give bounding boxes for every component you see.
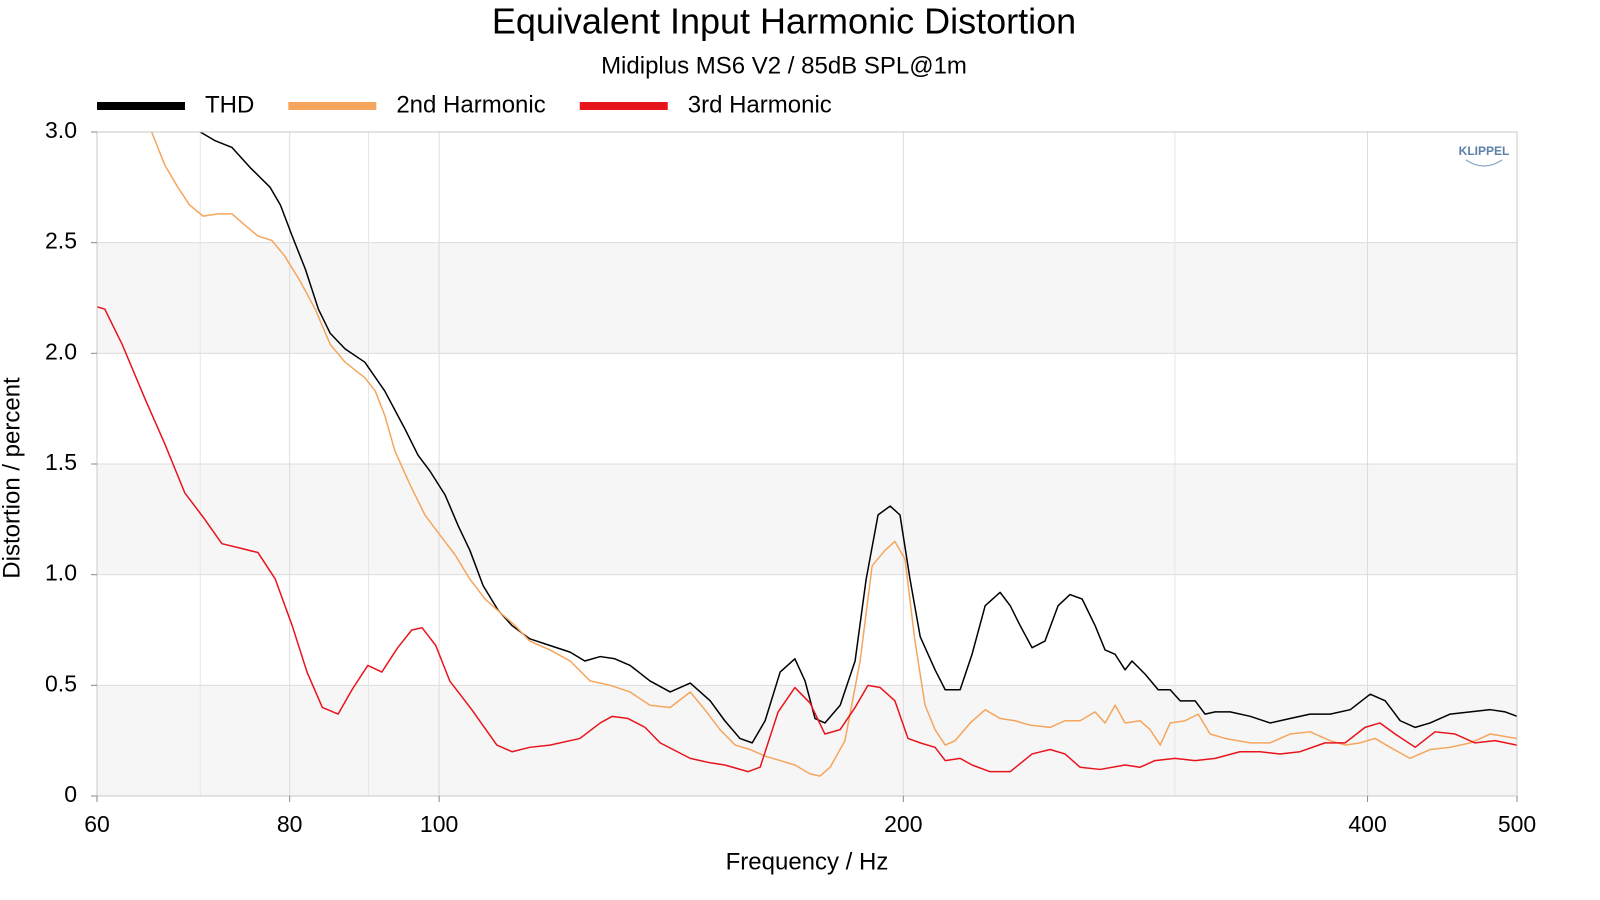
x-axis-label: Frequency / Hz [726,848,889,875]
chart-title: Equivalent Input Harmonic Distortion [492,1,1076,42]
x-tick-label: 200 [884,811,922,837]
y-tick-label: 1.5 [45,449,77,475]
x-tick-label: 400 [1348,811,1386,837]
legend: THD 2nd Harmonic 3rd Harmonic [97,91,832,118]
y-tick-label: 0 [64,781,77,807]
x-tick-label: 80 [277,811,303,837]
x-tick-label: 500 [1498,811,1536,837]
y-tick-label: 2.5 [45,228,77,254]
ticks: 0 0.5 1.0 1.5 2.0 2.5 3.0 60 80 100 200 400 500 [45,117,1536,837]
series-line [150,132,1517,777]
legend-label: 2nd Harmonic [396,91,545,118]
y-tick-label: 1.0 [45,560,77,586]
x-tick-label: 60 [84,811,110,837]
plot-band [97,242,1517,354]
legend-label: THD [205,91,254,118]
y-tick-label: 0.5 [45,670,77,696]
plot-band [97,685,1517,796]
y-tick-label: 2.0 [45,338,77,364]
logo-arc [1465,159,1503,167]
y-tick-label: 3.0 [45,117,77,143]
y-axis-label: Distortion / percent [0,377,25,579]
series-line [97,306,1517,773]
plot-bands [97,242,1517,796]
logo: KLIPPEL [1459,144,1510,158]
x-tick-label: 100 [420,811,458,837]
plot-band [97,464,1517,575]
chart-subtitle: Midiplus MS6 V2 / 85dB SPL@1m [601,52,967,79]
series-line [199,132,1517,744]
legend-label: 3rd Harmonic [688,91,832,118]
plot-lines [97,132,1517,777]
